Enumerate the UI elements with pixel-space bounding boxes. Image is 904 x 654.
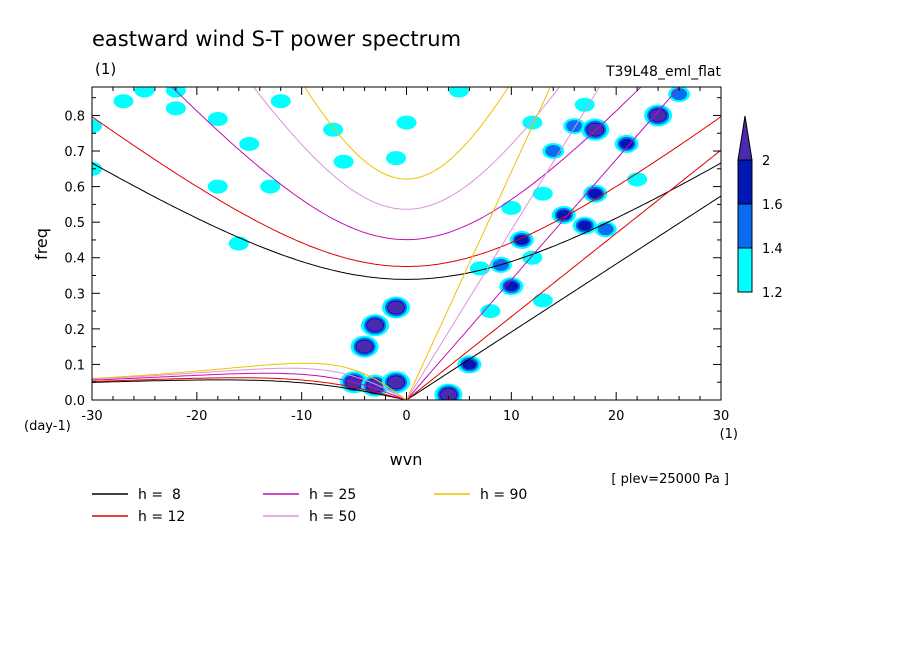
legend-label: h = 12 — [138, 509, 185, 525]
colorbar-segment — [737, 247, 753, 293]
power-blob-core — [588, 188, 603, 199]
chart-title: eastward wind S-T power spectrum — [92, 27, 461, 51]
power-blob-core — [566, 120, 583, 133]
legend-label: h = 8 — [138, 487, 181, 503]
colorbar-label: 1.6 — [762, 198, 783, 213]
power-blob — [627, 172, 648, 187]
curve-kelvin-h12 — [406, 149, 721, 400]
legend-label: h = 25 — [309, 487, 356, 503]
power-blob-core — [556, 210, 571, 221]
power-blob — [386, 151, 407, 166]
legend: h = 8 h = 12 h = 25 h = 50 h = 90 — [92, 487, 527, 525]
legend-label: h = 50 — [309, 509, 356, 525]
colorbar-extension — [737, 115, 753, 161]
curve-kelvin-h8 — [406, 195, 721, 400]
power-blob — [239, 136, 260, 151]
power-blob — [448, 87, 469, 98]
curve-inertia-gravity-h90 — [304, 87, 509, 180]
curve-rossby-h25 — [92, 372, 407, 400]
colorbar-label: 1.2 — [762, 286, 783, 301]
power-blob — [260, 179, 281, 194]
x-tick-label: 0 — [402, 409, 410, 424]
power-blob-core — [545, 145, 562, 158]
power-blob-peak — [388, 301, 405, 314]
chart-subtitle-right: T39L48_eml_flat — [605, 64, 722, 80]
power-blob-core — [619, 138, 634, 149]
plot-frame — [91, 86, 722, 401]
curve-rossby-h50 — [92, 367, 407, 400]
power-blob — [501, 200, 522, 215]
colorbar: 1.2 1.4 1.6 2 — [737, 115, 783, 301]
power-blob — [165, 101, 186, 116]
power-blob — [228, 236, 249, 251]
power-blob-core — [504, 281, 519, 292]
colorbar-segment — [737, 203, 753, 249]
x-tick-label: -20 — [186, 409, 207, 424]
y-tick-label: 0.1 — [64, 358, 85, 373]
curve-inertia-gravity-h25 — [171, 87, 642, 241]
curve-rossby-h8 — [92, 379, 407, 400]
y-tick-label: 0.4 — [64, 252, 85, 267]
curve-rossby-h12 — [92, 377, 407, 400]
power-blob-core — [514, 234, 529, 245]
y-tick-label: 0.0 — [64, 394, 85, 409]
curve-inertia-gravity-h50 — [252, 87, 561, 210]
power-contours — [92, 87, 691, 400]
power-blob — [333, 154, 354, 169]
curve-rossby-h90 — [92, 362, 407, 400]
legend-label: h = 90 — [480, 487, 527, 503]
y-tick-label: 0.2 — [64, 323, 85, 338]
power-blob — [532, 293, 553, 308]
power-blob — [92, 161, 102, 176]
y-tick-label: 0.5 — [64, 216, 85, 231]
power-blob-core — [671, 88, 688, 101]
power-blob-peak — [388, 376, 405, 389]
x-tick-label: -10 — [291, 409, 312, 424]
power-blob-peak — [440, 388, 457, 400]
curve-inertia-gravity-h8 — [92, 162, 721, 280]
x-tick-label: -30 — [81, 409, 102, 424]
power-blob — [480, 304, 501, 319]
power-blob-peak — [367, 319, 384, 332]
power-blob-peak — [650, 109, 667, 122]
power-blob — [574, 97, 595, 112]
y-tick-label: 0.8 — [64, 109, 85, 124]
power-blob-core — [577, 220, 592, 231]
chart-subtitle-left: (1) — [95, 60, 116, 78]
power-blob-core — [597, 223, 614, 236]
power-blob — [207, 179, 228, 194]
y-axis-unit: (day-1) — [24, 419, 71, 434]
curve-kelvin-h25 — [406, 87, 681, 400]
y-tick-label: 0.6 — [64, 181, 85, 196]
power-blob — [207, 112, 228, 127]
power-blob — [113, 94, 134, 109]
power-blob — [522, 250, 543, 265]
curve-kelvin-h90 — [406, 87, 551, 400]
power-blob — [270, 94, 291, 109]
power-blob — [134, 87, 155, 98]
plev-annotation: [ plev=25000 Pa ] — [611, 472, 729, 487]
x-axis-unit: (1) — [720, 427, 738, 442]
y-axis-label: freq — [32, 228, 51, 260]
dispersion-curves — [92, 87, 721, 400]
power-blob — [532, 186, 553, 201]
power-blob — [92, 119, 102, 134]
colorbar-label: 1.4 — [762, 242, 783, 257]
power-blob-core — [462, 359, 477, 370]
power-blob — [323, 122, 344, 137]
curve-kelvin-h50 — [406, 87, 601, 400]
y-tick-label: 0.7 — [64, 145, 85, 160]
x-tick-label: 20 — [608, 409, 625, 424]
x-tick-label: 10 — [503, 409, 520, 424]
x-tick-label: 30 — [713, 409, 730, 424]
power-blob-peak — [356, 340, 373, 353]
axis-ticks: -30 -20 -10 0 10 20 30 0.0 0.1 0.2 0.3 0.4 0.5 0.6 0.7… — [64, 87, 729, 424]
x-axis-label: wvn — [390, 450, 423, 469]
colorbar-segment — [737, 159, 753, 205]
colorbar-label: 2 — [762, 154, 770, 169]
power-blob — [396, 115, 417, 130]
curve-inertia-gravity-h12 — [92, 116, 721, 267]
y-tick-label: 0.3 — [64, 287, 85, 302]
